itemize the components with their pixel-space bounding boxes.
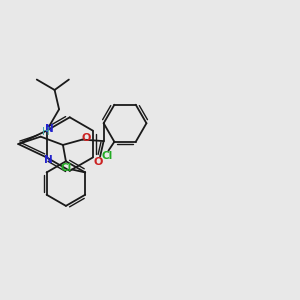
Text: O: O — [81, 134, 91, 143]
Text: O: O — [94, 157, 103, 166]
Text: N: N — [44, 155, 52, 165]
Text: Cl: Cl — [101, 151, 112, 161]
Text: N: N — [45, 124, 53, 134]
Text: Cl: Cl — [61, 163, 72, 173]
Text: H: H — [42, 127, 50, 137]
